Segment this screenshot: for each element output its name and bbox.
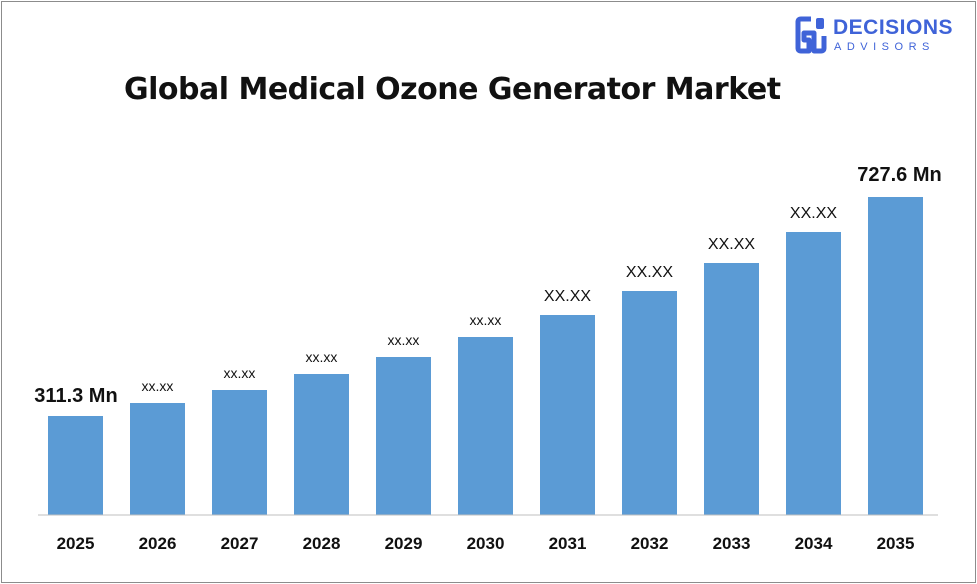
brand-logo: DECISIONS ADVISORS (795, 14, 965, 58)
data-label-2033: XX.XX (708, 236, 755, 253)
x-tick-label-2027: 2027 (221, 534, 259, 553)
bar-2033 (704, 263, 759, 515)
logo-text-decisions: DECISIONS (833, 16, 954, 39)
data-label-2027: xx.xx (224, 365, 256, 381)
logo-text-advisors: ADVISORS (834, 41, 935, 53)
decisions-advisors-logo-mark-icon (795, 16, 827, 54)
x-tick-label-2028: 2028 (303, 534, 341, 553)
bars-layer (48, 197, 923, 515)
data-label-2031: XX.XX (544, 288, 591, 305)
bar-2032 (622, 291, 677, 515)
data-label-2030: xx.xx (470, 312, 502, 328)
data-label-2025: 311.3 Mn (34, 385, 117, 407)
bar-2035 (868, 197, 923, 515)
x-tick-label-2025: 2025 (57, 534, 95, 553)
bar-2031 (540, 315, 595, 515)
bar-2030 (458, 337, 513, 515)
bar-2025 (48, 416, 103, 515)
x-tick-label-2030: 2030 (467, 534, 505, 553)
x-tick-label-2032: 2032 (631, 534, 669, 553)
bar-2029 (376, 357, 431, 515)
bar-2026 (130, 403, 185, 515)
chart-title: Global Medical Ozone Generator Market (124, 72, 781, 107)
data-label-2034: XX.XX (790, 205, 837, 222)
x-tick-labels-layer: 2025 2026 2027 2028 2029 2030 2031 2032 2033 2034… (57, 534, 915, 553)
bar-2027 (212, 390, 267, 515)
data-label-2029: xx.xx (388, 332, 420, 348)
data-label-2032: XX.XX (626, 264, 673, 281)
bar-2028 (294, 374, 349, 515)
x-tick-label-2034: 2034 (795, 534, 833, 553)
data-label-2035: 727.6 Mn (857, 164, 941, 186)
x-tick-label-2029: 2029 (385, 534, 423, 553)
bar-2034 (786, 232, 841, 515)
data-label-2028: xx.xx (306, 349, 338, 365)
data-labels-layer: 311.3 Mn xx.xx xx.xx xx.xx xx.xx xx.xx XX.XX XX… (34, 164, 941, 407)
x-tick-label-2033: 2033 (713, 534, 751, 553)
x-tick-label-2035: 2035 (877, 534, 915, 553)
x-tick-label-2031: 2031 (549, 534, 587, 553)
x-tick-label-2026: 2026 (139, 534, 177, 553)
data-label-2026: xx.xx (142, 378, 174, 394)
